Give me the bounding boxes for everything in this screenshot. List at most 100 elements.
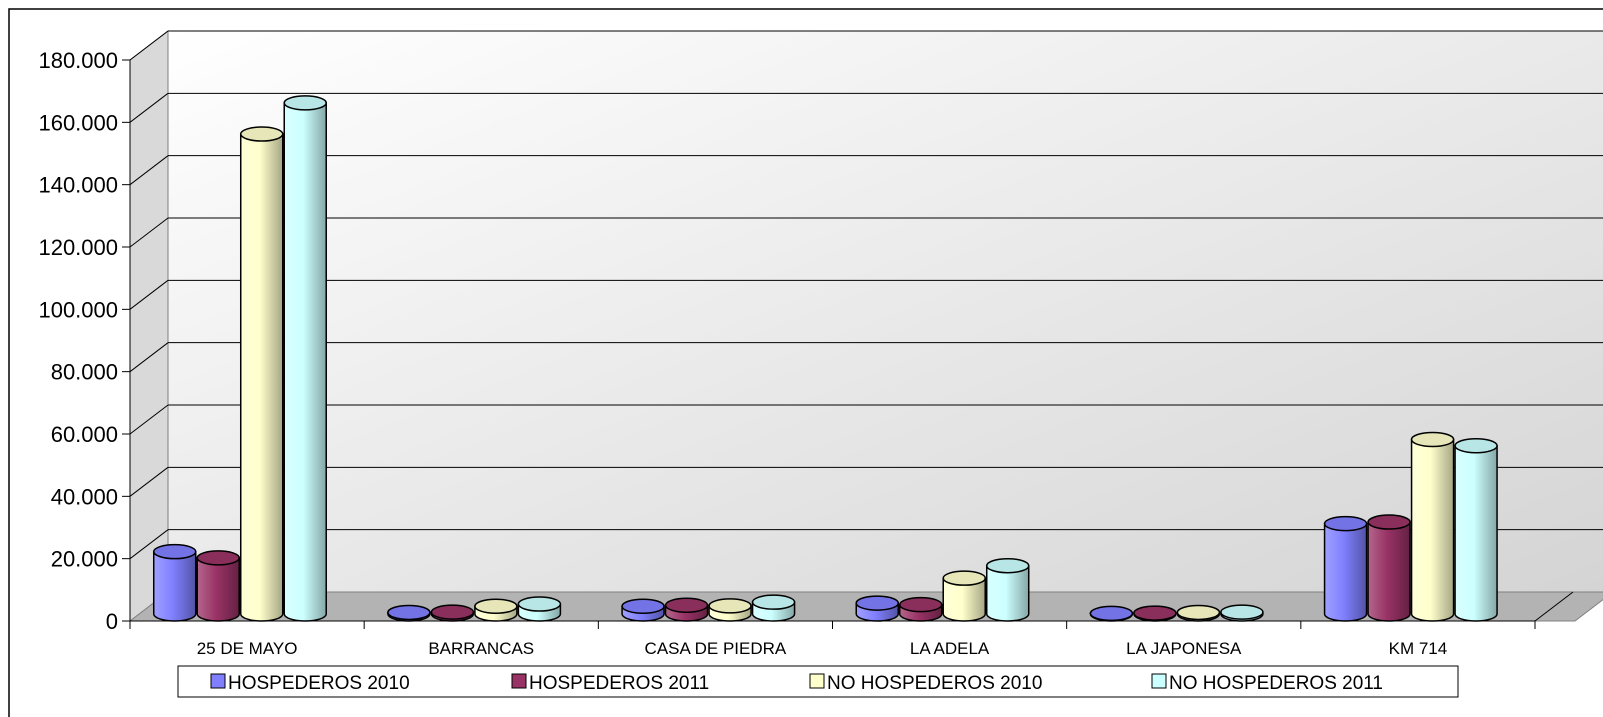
bar bbox=[430, 604, 475, 622]
bar bbox=[387, 604, 431, 622]
x-tick-label: 25 DE MAYO bbox=[197, 639, 298, 658]
legend-label: NO HOSPEDEROS 2011 bbox=[1169, 673, 1383, 694]
bar-top bbox=[751, 594, 796, 610]
side-wall bbox=[129, 29, 169, 623]
x-tick-label: CASA DE PIEDRA bbox=[645, 639, 787, 658]
gridline bbox=[129, 92, 169, 123]
bar bbox=[239, 126, 284, 622]
legend-swatch bbox=[809, 673, 825, 689]
legend-swatch bbox=[210, 673, 226, 689]
legend-item: NO HOSPEDEROS 2011 bbox=[1151, 673, 1383, 694]
bar bbox=[708, 598, 752, 622]
bar bbox=[751, 594, 796, 622]
y-tick-label: 160.000 bbox=[38, 110, 118, 135]
bar bbox=[942, 570, 986, 622]
gridline bbox=[129, 404, 169, 435]
legend: HOSPEDEROS 2010 HOSPEDEROS 2011 NO HOSPEDE… bbox=[177, 665, 1459, 698]
bars bbox=[152, 95, 1498, 622]
bar-body bbox=[985, 564, 1030, 622]
bar bbox=[898, 596, 943, 622]
bar-top bbox=[1410, 431, 1455, 448]
y-tick-label: 120.000 bbox=[38, 235, 118, 260]
gridline bbox=[129, 529, 169, 560]
bar-body bbox=[1410, 438, 1455, 622]
bar bbox=[1323, 515, 1368, 622]
bar-top bbox=[1323, 515, 1368, 532]
bar bbox=[664, 597, 709, 622]
bar bbox=[621, 598, 665, 622]
x-axis: 25 DE MAYO BARRANCAS CASA DE PIEDRA LA ADEL… bbox=[129, 591, 1574, 658]
legend-item: HOSPEDEROS 2010 bbox=[210, 673, 410, 694]
bar-top bbox=[283, 95, 327, 111]
bar-top bbox=[708, 598, 752, 614]
bar-top bbox=[985, 557, 1030, 574]
bar-body bbox=[1454, 444, 1498, 622]
bar bbox=[1220, 604, 1264, 622]
bar-top bbox=[664, 597, 709, 614]
y-tick-label: 0 bbox=[106, 609, 118, 634]
bar-body bbox=[1367, 521, 1411, 622]
bar-body bbox=[1323, 522, 1368, 622]
gridline bbox=[129, 279, 169, 310]
y-tick-label: 180.000 bbox=[38, 48, 118, 73]
legend-item: NO HOSPEDEROS 2010 bbox=[809, 673, 1042, 694]
gridline bbox=[129, 342, 169, 373]
gridline bbox=[129, 217, 169, 248]
legend-swatch bbox=[511, 673, 527, 689]
bar bbox=[1133, 605, 1177, 622]
bar-top bbox=[1133, 605, 1177, 621]
bar-top bbox=[1367, 514, 1411, 530]
bar bbox=[1454, 437, 1498, 622]
y-tick-label: 40.000 bbox=[51, 484, 118, 509]
bar-top bbox=[474, 598, 518, 614]
bar-top bbox=[898, 596, 943, 613]
legend-label: HOSPEDEROS 2010 bbox=[228, 673, 410, 694]
x-tick-label: KM 714 bbox=[1389, 639, 1448, 658]
back-wall bbox=[167, 30, 1603, 593]
legend-swatch bbox=[1151, 673, 1167, 689]
x-axis-depth-line bbox=[1534, 591, 1574, 622]
bar-body bbox=[283, 102, 327, 622]
bar bbox=[196, 550, 240, 622]
y-axis: 0 20.000 40.000 60.000 80.000 100.000 120.000 1… bbox=[38, 48, 131, 634]
y-tick-label: 60.000 bbox=[51, 422, 118, 447]
y-tick-label: 80.000 bbox=[51, 360, 118, 385]
bar-top bbox=[1176, 604, 1221, 621]
legend-label: HOSPEDEROS 2011 bbox=[529, 673, 709, 694]
bar bbox=[474, 598, 518, 622]
y-tick-label: 140.000 bbox=[38, 173, 118, 198]
bar-top bbox=[517, 596, 562, 612]
bar-body bbox=[152, 550, 197, 622]
bar bbox=[1089, 605, 1134, 622]
gridline bbox=[129, 466, 169, 497]
bar-top bbox=[430, 604, 475, 620]
bar bbox=[152, 543, 197, 622]
bar-top bbox=[855, 595, 899, 611]
bar-body bbox=[239, 133, 284, 622]
bar bbox=[985, 557, 1030, 622]
x-tick-label: BARRANCAS bbox=[428, 639, 534, 658]
bar-top bbox=[942, 570, 986, 586]
legend-item: HOSPEDEROS 2011 bbox=[511, 673, 709, 694]
y-tick-label: 100.000 bbox=[38, 297, 118, 322]
y-tick-label: 20.000 bbox=[51, 547, 118, 572]
bar bbox=[1367, 514, 1411, 622]
bar-top bbox=[196, 550, 240, 566]
gridline bbox=[129, 30, 169, 61]
x-tick-label: LA JAPONESA bbox=[1126, 639, 1242, 658]
bar-top bbox=[239, 126, 284, 142]
bar bbox=[517, 596, 562, 622]
legend-label: NO HOSPEDEROS 2010 bbox=[827, 673, 1042, 694]
bar-top bbox=[152, 543, 197, 560]
bar-top bbox=[387, 604, 431, 621]
gridline bbox=[129, 155, 169, 186]
bar-top bbox=[1220, 604, 1264, 620]
bar bbox=[283, 95, 327, 622]
bar bbox=[855, 595, 899, 622]
bar-top bbox=[1089, 605, 1134, 622]
bar bbox=[1410, 431, 1455, 622]
bar-body bbox=[196, 557, 240, 622]
bar bbox=[1176, 604, 1221, 622]
bar-top bbox=[1454, 437, 1498, 454]
